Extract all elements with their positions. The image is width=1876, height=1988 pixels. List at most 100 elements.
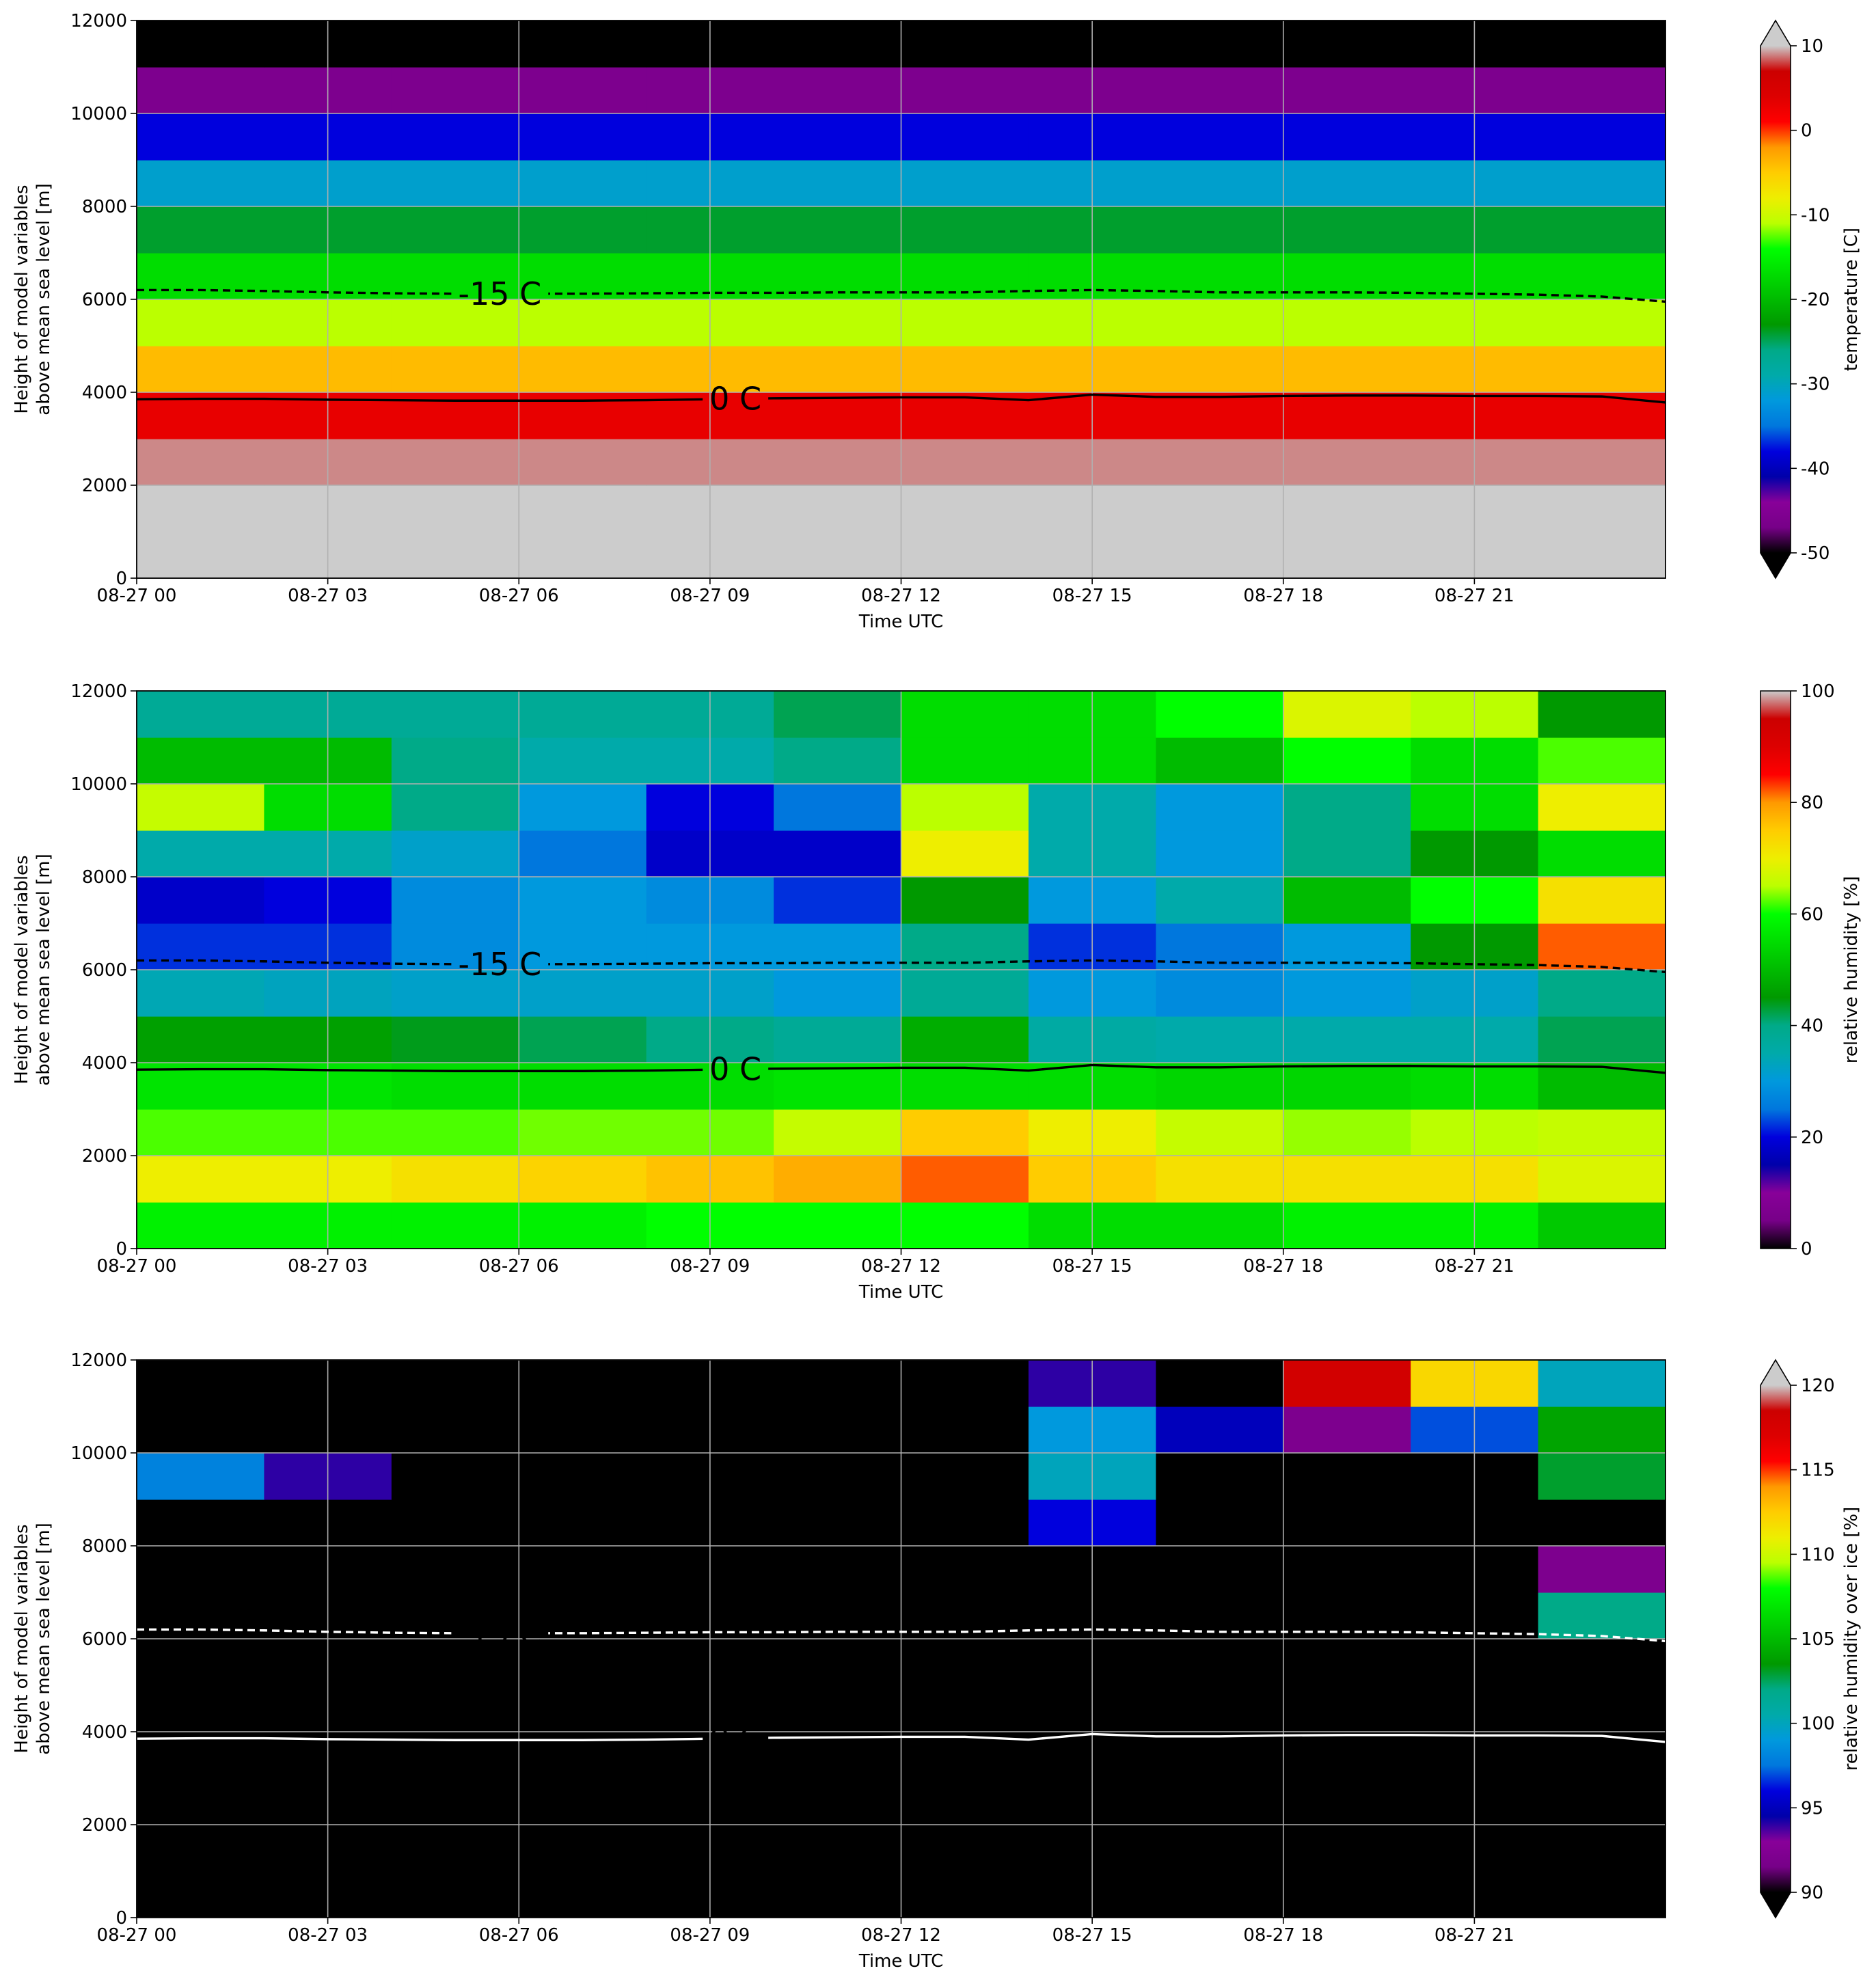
y-axis-label: above mean sea level [m]	[33, 183, 54, 415]
heatmap-cell	[1538, 253, 1666, 300]
heatmap-cell	[774, 737, 902, 785]
colorbar-tick-label: 100	[1801, 1714, 1835, 1734]
y-tick-label: 12000	[70, 681, 127, 702]
heatmap-cell	[1156, 299, 1284, 346]
y-tick-label: 4000	[82, 1053, 127, 1074]
heatmap-cell	[1538, 784, 1666, 831]
x-tick-label: 08-27 18	[1243, 1925, 1323, 1946]
heatmap-cell	[519, 67, 647, 114]
heatmap-cell	[1538, 1592, 1666, 1639]
heatmap-cell	[137, 1016, 265, 1063]
y-tick-label: 6000	[82, 290, 127, 310]
heatmap-cell	[774, 691, 902, 738]
heatmap-cell	[774, 830, 902, 877]
heatmap-cell	[137, 206, 265, 254]
heatmap-cell	[137, 877, 265, 924]
heatmap-cell	[391, 1592, 519, 1639]
heatmap-cell	[391, 1156, 519, 1203]
x-tick-label: 08-27 06	[479, 586, 559, 606]
x-tick-label: 08-27 12	[861, 1925, 941, 1946]
heatmap-cell	[519, 1499, 647, 1547]
y-axis-label: above mean sea level [m]	[33, 854, 54, 1085]
x-tick-label: 08-27 18	[1243, 586, 1323, 606]
heatmap-cell	[1283, 1202, 1411, 1249]
heatmap-cell	[137, 1546, 265, 1593]
heatmap-cell	[901, 1639, 1029, 1686]
heatmap-cell	[1156, 1639, 1284, 1686]
colorbar-tick-label: 120	[1801, 1376, 1835, 1396]
heatmap-cell	[1156, 1546, 1284, 1593]
heatmap-cell	[137, 1156, 265, 1203]
heatmap-cell	[519, 113, 647, 161]
heatmap-cell	[137, 1592, 265, 1639]
y-tick-label: 2000	[82, 476, 127, 496]
y-tick-label: 2000	[82, 1815, 127, 1836]
heatmap-cell	[1538, 392, 1666, 439]
heatmap-cell	[391, 830, 519, 877]
colorbar-tick-label: -40	[1801, 459, 1830, 479]
x-tick-label: 08-27 21	[1435, 586, 1514, 606]
heatmap-cell	[391, 485, 519, 532]
heatmap-cell	[1538, 923, 1666, 970]
heatmap-cell	[1156, 1871, 1284, 1918]
colorbar-tick-label: 10	[1801, 36, 1823, 57]
heatmap-cell	[519, 206, 647, 254]
colorbar-extend	[1761, 553, 1791, 578]
heatmap-cell	[901, 299, 1029, 346]
heatmap-cell	[391, 1825, 519, 1872]
heatmap-cell	[901, 1825, 1029, 1872]
y-tick-label: 10000	[70, 774, 127, 795]
heatmap-cell	[901, 784, 1029, 831]
heatmap-cell	[774, 1685, 902, 1732]
heatmap-cell	[1538, 160, 1666, 207]
heatmap-cell	[901, 1453, 1029, 1500]
heatmap-cell	[137, 21, 265, 68]
heatmap-cell	[519, 439, 647, 486]
heatmap-cell	[901, 1546, 1029, 1593]
y-tick-label: 10000	[70, 1443, 127, 1464]
heatmap-cell	[391, 877, 519, 924]
x-tick-label: 08-27 09	[670, 586, 750, 606]
x-tick-label: 08-27 03	[288, 1925, 368, 1946]
heatmap-cell	[1283, 1778, 1411, 1825]
heatmap-cell	[1156, 877, 1284, 924]
heatmap-cell	[137, 923, 265, 970]
heatmap-cell	[1538, 1109, 1666, 1156]
x-tick-label: 08-27 12	[861, 1256, 941, 1277]
y-tick-label: 4000	[82, 1722, 127, 1743]
heatmap-cell	[519, 1202, 647, 1249]
heatmap-cell	[519, 1825, 647, 1872]
panel: 08-27 00 08-27 03 08-27 06 08-27 09 08-27 12…	[12, 1350, 1862, 1972]
heatmap-cell	[1156, 1109, 1284, 1156]
heatmap-cell	[774, 346, 902, 393]
heatmap-cell	[137, 1825, 265, 1872]
heatmap-cell	[137, 532, 265, 579]
heatmap-cell	[774, 1546, 902, 1593]
contour-label: -15 C	[458, 946, 541, 983]
heatmap-cell	[1283, 1685, 1411, 1732]
y-tick-label: 6000	[82, 1629, 127, 1650]
heatmap-cell	[1283, 1871, 1411, 1918]
colorbar-label: relative humidity [%]	[1841, 876, 1862, 1063]
heatmap-cell	[137, 113, 265, 161]
heatmap-cell	[1283, 784, 1411, 831]
colorbar-tick-label: 90	[1801, 1883, 1823, 1903]
heatmap-cell	[774, 877, 902, 924]
heatmap-cell	[1156, 439, 1284, 486]
heatmap-cell	[519, 160, 647, 207]
colorbar-tick-label: 105	[1801, 1629, 1835, 1650]
heatmap-cell	[774, 1778, 902, 1825]
y-tick-label: 4000	[82, 383, 127, 403]
heatmap-cell	[519, 1109, 647, 1156]
heatmap-cell	[1283, 1360, 1411, 1407]
y-tick-label: 8000	[82, 1536, 127, 1557]
heatmap-cell	[1538, 346, 1666, 393]
colorbar-tick-label: 80	[1801, 793, 1823, 813]
heatmap-cell	[1156, 784, 1284, 831]
heatmap-cell	[774, 392, 902, 439]
heatmap-cell	[1538, 1685, 1666, 1732]
heatmap-cell	[1156, 970, 1284, 1017]
heatmap-cell	[901, 439, 1029, 486]
heatmap-cell	[1156, 1825, 1284, 1872]
contour-lines	[136, 288, 1666, 404]
